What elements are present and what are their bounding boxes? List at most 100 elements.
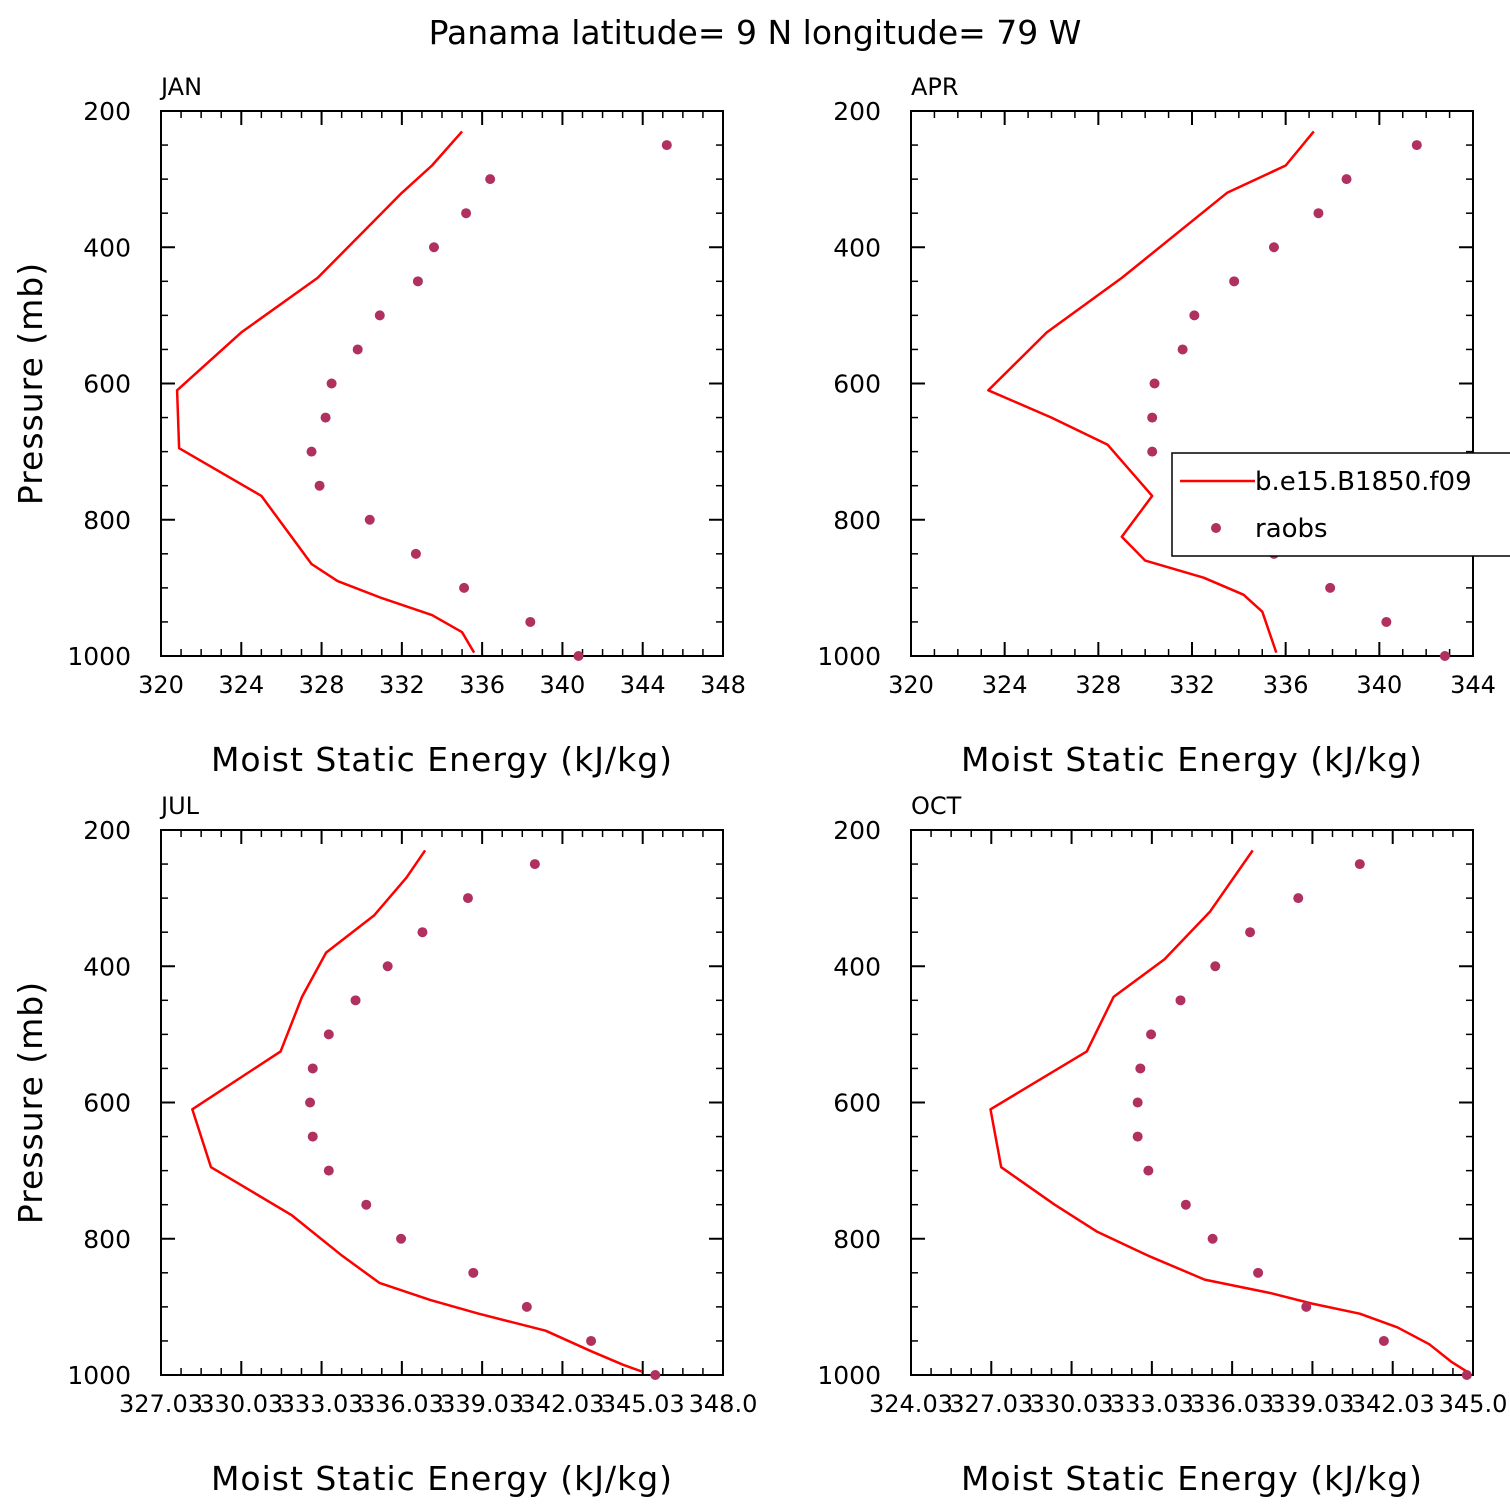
obs-point — [1147, 446, 1158, 457]
legend-box — [1171, 452, 1510, 557]
y-tick-label: 800 — [833, 1225, 881, 1254]
obs-point — [1147, 412, 1158, 423]
x-tick-label: 344 — [1450, 671, 1496, 699]
y-tick-label: 800 — [83, 1225, 131, 1254]
obs-point — [661, 140, 672, 151]
panel-title: OCT — [911, 792, 962, 820]
x-tick-label: 320 — [888, 671, 934, 699]
obs-point — [305, 1097, 316, 1108]
obs-point — [307, 1131, 318, 1142]
y-tick-label: 600 — [83, 370, 131, 399]
model-line — [987, 130, 1315, 654]
x-axis-label: Moist Static Energy (kJ/kg) — [211, 1459, 673, 1498]
plot-frame — [160, 829, 724, 1376]
obs-point — [410, 548, 421, 559]
panel-title: APR — [911, 73, 959, 101]
x-tick-label: 348 — [700, 671, 746, 699]
obs-point — [412, 276, 423, 287]
y-tick-label: 1000 — [817, 642, 881, 671]
obs-point — [307, 1063, 318, 1074]
plot-frame — [160, 110, 724, 657]
y-tick-label: 1000 — [67, 1361, 131, 1390]
obs-point — [417, 927, 428, 938]
obs-point — [1175, 995, 1186, 1006]
obs-point — [1378, 1335, 1389, 1346]
x-tick-label: 320 — [138, 671, 184, 699]
legend-obs-label: raobs — [1255, 514, 1328, 544]
y-tick-label: 1000 — [817, 1361, 881, 1390]
y-tick-label: 600 — [833, 1089, 881, 1118]
y-tick-label: 400 — [83, 233, 131, 262]
y-tick-label: 800 — [83, 506, 131, 535]
obs-point — [364, 514, 375, 525]
obs-point — [1180, 1199, 1191, 1210]
y-tick-label: 200 — [833, 816, 881, 845]
y-tick-label: 600 — [83, 1089, 131, 1118]
obs-point — [1132, 1131, 1143, 1142]
x-tick-label: 333.03 — [280, 1390, 364, 1418]
x-tick-label: 339.03 — [440, 1390, 524, 1418]
obs-point — [1143, 1165, 1154, 1176]
obs-point — [428, 242, 439, 253]
obs-point — [396, 1233, 407, 1244]
x-tick-label: 324 — [982, 671, 1028, 699]
x-tick-label: 344 — [620, 671, 666, 699]
obs-point — [374, 310, 385, 321]
obs-point — [1381, 616, 1392, 627]
obs-point — [1210, 961, 1221, 972]
y-tick-label: 200 — [833, 97, 881, 126]
x-tick-label: 332 — [1169, 671, 1215, 699]
obs-point — [586, 1335, 597, 1346]
x-tick-label: 340 — [540, 671, 586, 699]
y-tick-label: 1000 — [67, 642, 131, 671]
x-tick-label: 324 — [218, 671, 264, 699]
obs-point — [521, 1301, 532, 1312]
obs-point — [1229, 276, 1240, 287]
obs-point — [1313, 208, 1324, 219]
panel-apr: 320 324 328 332 336 340 344 200 400 600 800 1000 APR… — [817, 73, 1496, 779]
obs-point — [1293, 893, 1304, 904]
x-tick-label: 330.03 — [199, 1390, 283, 1418]
x-tick-label: 345.0 — [1439, 1390, 1508, 1418]
model-line — [989, 849, 1468, 1373]
x-tick-label: 336 — [459, 671, 505, 699]
y-tick-label: 800 — [833, 506, 881, 535]
plot-frame — [910, 829, 1474, 1376]
panel-jul: 327.03330.03333.03336.03339.03342.03345.… — [11, 792, 757, 1498]
y-tick-label: 600 — [833, 370, 881, 399]
obs-point — [1253, 1267, 1264, 1278]
obs-point — [323, 1029, 334, 1040]
x-tick-label: 328 — [1075, 671, 1121, 699]
model-line — [191, 849, 643, 1373]
x-tick-label: 324.03 — [869, 1390, 953, 1418]
obs-point — [1149, 378, 1160, 389]
obs-point — [352, 344, 363, 355]
obs-point — [1439, 651, 1450, 661]
panel-title: JAN — [159, 73, 202, 101]
obs-point — [485, 174, 496, 185]
x-axis-label: Moist Static Energy (kJ/kg) — [211, 740, 673, 779]
obs-point — [1207, 1233, 1218, 1244]
obs-point — [350, 995, 361, 1006]
x-tick-label: 342.03 — [520, 1390, 604, 1418]
obs-point — [326, 378, 337, 389]
figure-title: Panama latitude= 9 N longitude= 79 W — [429, 13, 1082, 52]
x-axis-label: Moist Static Energy (kJ/kg) — [961, 1459, 1423, 1498]
x-tick-label: 327.03 — [949, 1390, 1033, 1418]
obs-point — [459, 582, 470, 593]
obs-point — [468, 1267, 479, 1278]
x-tick-label: 333.03 — [1110, 1390, 1194, 1418]
x-tick-label: 330.03 — [1030, 1390, 1114, 1418]
y-tick-label: 400 — [833, 233, 881, 262]
x-tick-label: 336 — [1263, 671, 1309, 699]
obs-point — [650, 1370, 661, 1380]
y-tick-label: 400 — [83, 952, 131, 981]
panel-title: JUL — [159, 792, 200, 820]
x-tick-label: 336.03 — [360, 1390, 444, 1418]
x-tick-label: 339.03 — [1270, 1390, 1354, 1418]
obs-point — [573, 651, 584, 661]
obs-point — [1301, 1301, 1312, 1312]
obs-point — [1146, 1029, 1157, 1040]
obs-point — [320, 412, 331, 423]
obs-point — [1189, 310, 1200, 321]
